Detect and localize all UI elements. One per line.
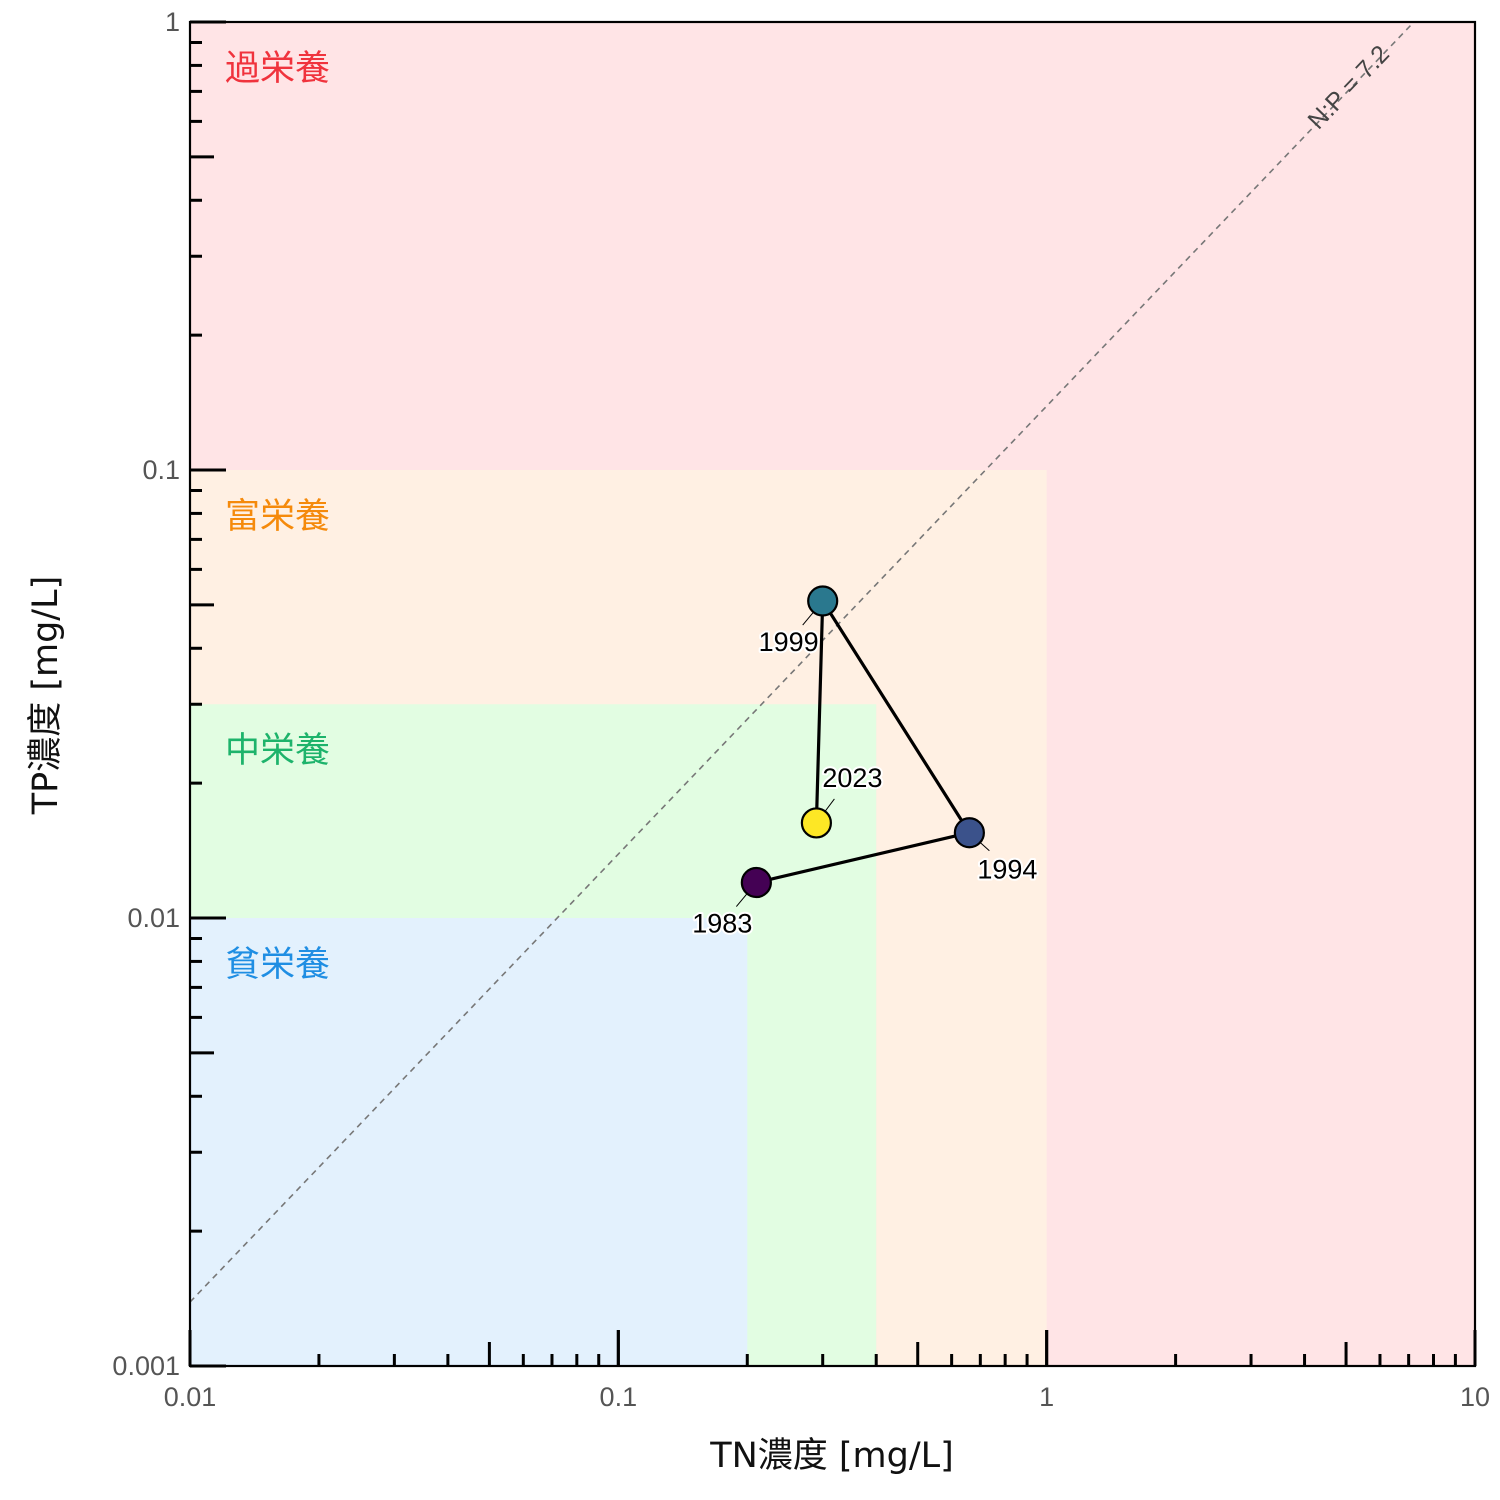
point-label-1994: 1994 — [977, 855, 1037, 885]
data-points: 1983 1994 1999 2023 — [690, 585, 1039, 941]
y-tick-label: 0.1 — [142, 455, 180, 485]
y-tick-label: 1 — [165, 7, 180, 37]
point-1994 — [953, 817, 985, 849]
y-tick-label: 0.01 — [127, 903, 180, 933]
trophic-zones — [190, 22, 1475, 1366]
zone-rect-3 — [190, 918, 748, 1366]
x-tick-label: 0.1 — [600, 1382, 638, 1412]
zone-label-2: 中栄養 — [225, 731, 330, 771]
np-ratio-line — [189, 21, 1415, 1303]
y-axis-title: TP濃度 [mg/L] — [26, 576, 66, 816]
x-axis-title: TN濃度 [mg/L] — [709, 1436, 954, 1476]
y-tick-label: 0.001 — [112, 1351, 180, 1381]
x-tick-label: 10 — [1460, 1382, 1490, 1412]
point-1999 — [807, 585, 839, 617]
zone-label-1: 富栄養 — [225, 497, 330, 537]
zone-label-3: 貧栄養 — [225, 945, 330, 985]
x-tick-label: 0.01 — [164, 1382, 217, 1412]
point-label-2023: 2023 — [822, 763, 882, 793]
trajectory-line — [755, 599, 971, 885]
plot-frame — [188, 20, 1477, 1368]
point-label-1999: 1999 — [759, 627, 819, 657]
point-1983 — [740, 866, 772, 899]
zone-label-0: 過栄養 — [225, 49, 330, 89]
x-tick-label: 1 — [1039, 1382, 1054, 1412]
point-2023 — [800, 807, 832, 839]
trajectory-group — [755, 599, 971, 885]
point-label-1983: 1983 — [692, 909, 752, 939]
